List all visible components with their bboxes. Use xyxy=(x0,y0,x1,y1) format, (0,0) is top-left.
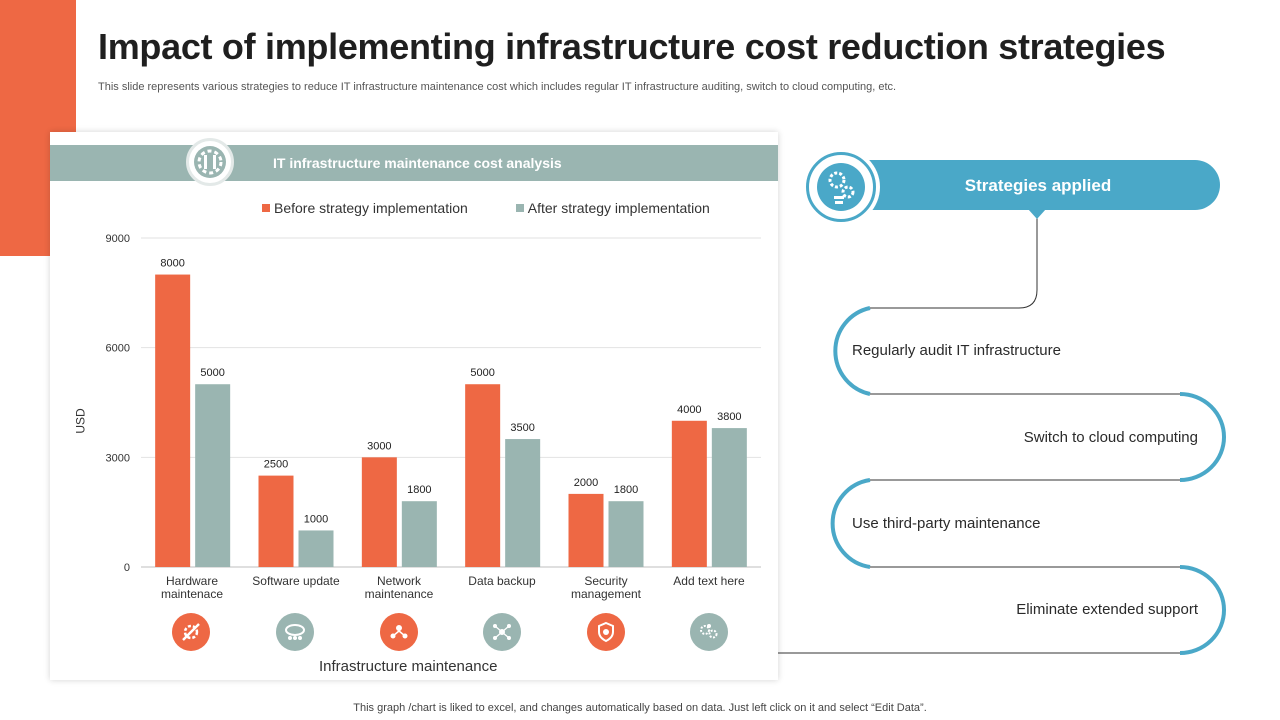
bar-after xyxy=(401,501,437,567)
chart-card: IT infrastructure maintenance cost analy… xyxy=(50,132,778,680)
bar-before xyxy=(258,475,294,567)
y-tick-label: 0 xyxy=(124,562,130,574)
strategy-item: Switch to cloud computing xyxy=(1023,429,1198,446)
strategy-item: Regularly audit IT infrastructure xyxy=(852,342,1061,359)
bar-after xyxy=(505,439,541,567)
legend-swatch-after xyxy=(515,204,524,212)
gear-wrench-icon xyxy=(186,138,234,186)
tools-gear-icon xyxy=(172,613,210,651)
network-people-icon xyxy=(380,613,418,651)
bar-before xyxy=(155,274,191,567)
bar-after xyxy=(298,530,334,567)
x-tick-label: Security management xyxy=(570,574,642,601)
legend-label-after: After strategy implementation xyxy=(527,200,710,216)
data-label: 3800 xyxy=(717,411,741,423)
bar-before xyxy=(465,384,501,567)
legend-label-before: Before strategy implementation xyxy=(274,200,468,216)
bar-chart: 0 3000 6000 9000 8000 5000 2500 1000 3000 1800 500… xyxy=(106,233,761,574)
data-label: 3000 xyxy=(367,440,391,452)
footer-note: This graph /chart is liked to excel, and… xyxy=(353,702,927,714)
chart-legend: Before strategy implementation After str… xyxy=(262,200,710,216)
y-tick-label: 9000 xyxy=(106,233,130,245)
chart-header: IT infrastructure maintenance cost analy… xyxy=(50,145,778,181)
legend-item-after: After strategy implementation xyxy=(515,200,710,216)
page-title: Impact of implementing infrastructure co… xyxy=(98,26,1166,67)
data-label: 8000 xyxy=(160,258,184,270)
bar-before xyxy=(361,457,397,567)
cloud-network-icon xyxy=(276,613,314,651)
legend-item-before: Before strategy implementation xyxy=(262,200,468,216)
y-tick-label: 6000 xyxy=(106,343,130,355)
y-tick-label: 3000 xyxy=(106,452,130,464)
data-label: 3500 xyxy=(510,422,534,434)
x-tick-label: Software update xyxy=(252,574,340,588)
legend-swatch-before xyxy=(262,204,270,212)
x-tick-label: Data backup xyxy=(468,574,536,588)
shield-gear-icon xyxy=(587,613,625,651)
data-label: 5000 xyxy=(200,367,224,379)
data-share-icon xyxy=(483,613,521,651)
data-label: 4000 xyxy=(677,404,701,416)
data-label: 1800 xyxy=(614,484,638,496)
data-label: 1000 xyxy=(304,513,328,525)
x-axis-label: Infrastructure maintenance xyxy=(319,658,498,675)
data-label: 5000 xyxy=(470,367,494,379)
data-label: 1800 xyxy=(407,484,431,496)
x-tick-label: Hardware maintenace xyxy=(160,574,224,601)
page-subtitle: This slide represents various strategies… xyxy=(98,81,897,93)
strategies-banner: Strategies applied xyxy=(852,160,1220,210)
bar-before xyxy=(671,420,707,567)
bulb-gears-icon xyxy=(806,152,876,222)
x-tick-label: Add text here xyxy=(673,574,745,588)
strategy-item: Use third-party maintenance xyxy=(852,515,1041,532)
y-axis-label: USD xyxy=(73,408,88,434)
bar-after xyxy=(195,384,231,567)
data-label: 2500 xyxy=(264,459,288,471)
data-label: 2000 xyxy=(574,477,598,489)
bulb-gears-icon xyxy=(690,613,728,651)
x-tick-label: Network maintenance xyxy=(364,574,434,601)
banner-notch xyxy=(1028,209,1046,219)
strategy-item: Eliminate extended support xyxy=(1016,601,1198,618)
bar-after xyxy=(711,428,747,567)
chart-header-title: IT infrastructure maintenance cost analy… xyxy=(273,155,562,171)
strategies-heading: Strategies applied xyxy=(964,176,1112,195)
bar-after xyxy=(608,501,644,567)
bar-before xyxy=(568,493,604,567)
